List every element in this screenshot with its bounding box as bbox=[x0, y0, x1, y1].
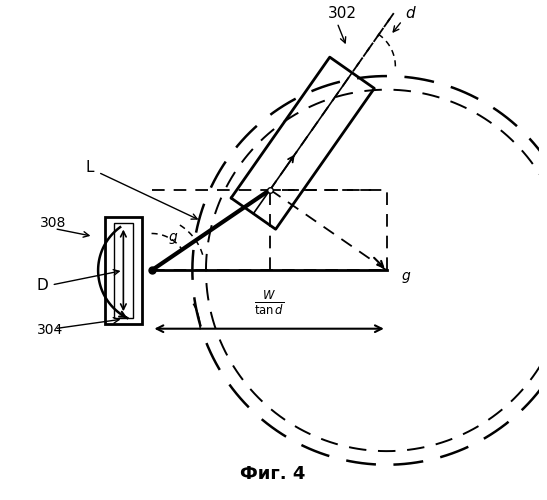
Text: 302: 302 bbox=[327, 6, 356, 21]
Text: 308: 308 bbox=[40, 216, 66, 230]
Text: 304: 304 bbox=[37, 322, 63, 336]
Bar bbox=[114, 223, 132, 318]
Text: D: D bbox=[37, 278, 49, 293]
Text: g: g bbox=[401, 269, 410, 283]
Text: g: g bbox=[169, 230, 178, 244]
Bar bbox=[105, 217, 142, 324]
Text: L: L bbox=[85, 160, 94, 176]
Text: $\frac{W}{\tan d}$: $\frac{W}{\tan d}$ bbox=[254, 289, 284, 317]
Text: d: d bbox=[405, 6, 415, 21]
Text: Фиг. 4: Фиг. 4 bbox=[240, 466, 306, 483]
